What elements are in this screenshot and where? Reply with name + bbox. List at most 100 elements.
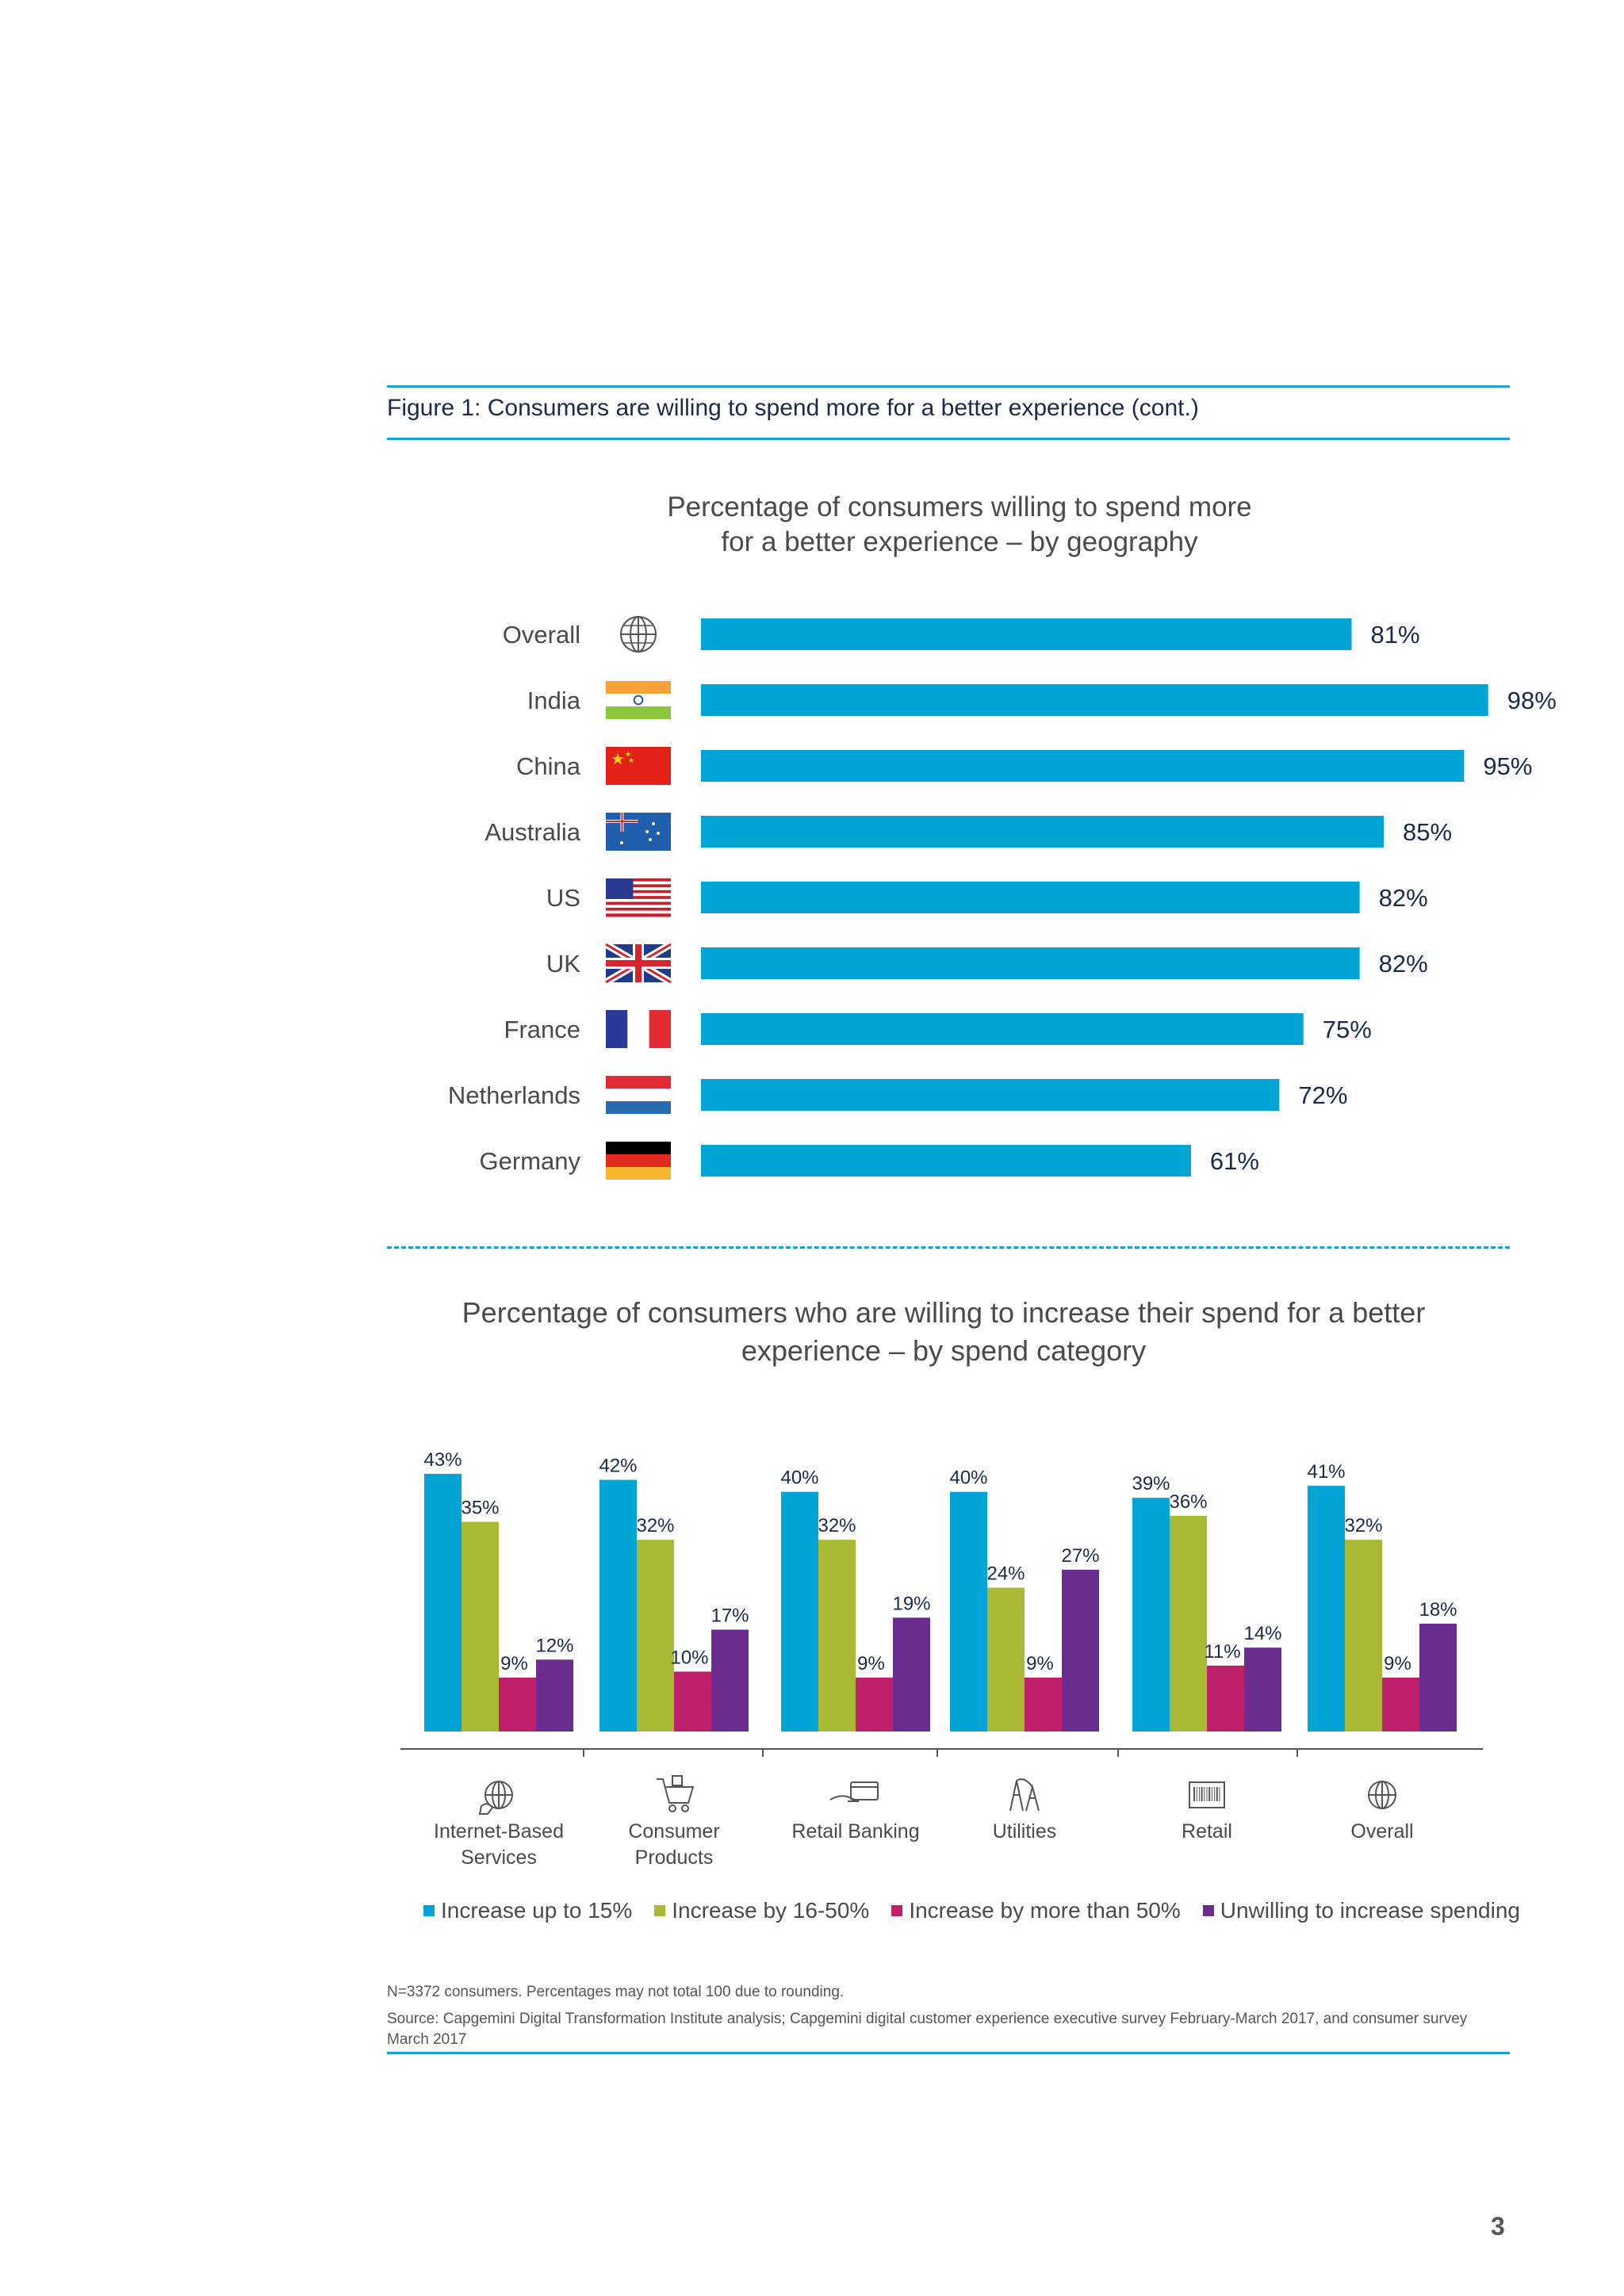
india-flag-icon [606, 681, 671, 719]
category-value-label: 11% [1204, 1641, 1240, 1663]
geo-category-label: France [504, 1016, 580, 1043]
legend-swatch [891, 1905, 903, 1916]
legend-label: Increase by more than 50% [909, 1898, 1181, 1923]
geo-value-label: 95% [1483, 752, 1532, 780]
uk-flag-icon [603, 941, 673, 985]
globe-icon [620, 616, 657, 652]
legend: Increase up to 15% Increase by 16-50% In… [423, 1898, 1520, 1923]
globe-icon [1368, 1781, 1396, 1809]
geo-category-label: Germany [480, 1147, 581, 1175]
category-value-label: 42% [599, 1456, 637, 1477]
category-bar [856, 1677, 893, 1732]
category-value-label: 40% [780, 1468, 818, 1489]
category-bar [1308, 1486, 1345, 1732]
legend-item-more-than-50: Increase by more than 50% [891, 1898, 1181, 1923]
category-bar [637, 1540, 674, 1732]
category-label: Retail [1182, 1820, 1232, 1843]
geo-category-label: India [527, 687, 581, 714]
germany-flag-icon [606, 1142, 671, 1180]
legend-item-up-to-15: Increase up to 15% [423, 1898, 632, 1923]
section-divider [387, 1246, 1510, 1249]
china-flag-icon: ★ ★★ [606, 747, 671, 785]
card-hand-icon [829, 1781, 879, 1802]
category-label: Consumer [628, 1820, 719, 1843]
geo-value-label: 98% [1507, 687, 1557, 714]
title-underline-rule [387, 438, 1510, 440]
category-value-label: 9% [1026, 1653, 1054, 1674]
geo-chart-title-line2: for a better experience – by geography [721, 526, 1198, 557]
category-bar [1170, 1515, 1207, 1732]
category-label: Overall [1350, 1820, 1413, 1843]
category-value-label: 40% [949, 1468, 987, 1489]
geo-value-label: 72% [1298, 1081, 1347, 1109]
source-note: Source: Capgemini Digital Transformation… [387, 2011, 1468, 2048]
category-bar [1132, 1498, 1170, 1732]
category-bar [987, 1587, 1025, 1732]
category-value-label: 9% [500, 1653, 528, 1674]
category-value-label: 32% [818, 1515, 856, 1536]
legend-label: Increase by 16-50% [672, 1898, 870, 1923]
geo-category-label: China [516, 752, 581, 780]
category-chart-title-line2: experience – by spend category [741, 1334, 1147, 1367]
category-value-label: 24% [986, 1563, 1025, 1585]
us-flag-icon [606, 878, 671, 917]
category-value-label: 27% [1061, 1545, 1099, 1567]
category-value-label: 41% [1307, 1461, 1345, 1483]
legend-item-16-50: Increase by 16-50% [654, 1898, 869, 1923]
category-bar [424, 1474, 462, 1732]
geo-bar [701, 618, 1352, 650]
category-value-label: 19% [892, 1593, 930, 1614]
svg-text:★: ★ [628, 756, 634, 764]
svg-text:★: ★ [611, 751, 625, 768]
category-bar [1419, 1623, 1457, 1732]
geo-bar [701, 882, 1360, 913]
geo-chart-title: Percentage of consumers willing to spend… [555, 490, 1364, 560]
category-bar [950, 1491, 987, 1732]
category-bar [1382, 1677, 1419, 1732]
legend-item-unwilling: Unwilling to increase spending [1202, 1898, 1520, 1923]
category-bar [1062, 1569, 1099, 1732]
category-value-label: 43% [423, 1449, 462, 1471]
geo-category-label: Netherlands [448, 1081, 580, 1109]
category-value-label: 18% [1419, 1599, 1457, 1621]
bottom-rule [387, 2052, 1510, 2054]
category-bar [1025, 1677, 1062, 1732]
geo-category-label: Overall [503, 621, 580, 649]
geo-chart-title-line1: Percentage of consumers willing to spend… [667, 492, 1252, 522]
geo-value-label: 81% [1371, 621, 1420, 649]
category-bar [536, 1659, 573, 1732]
category-label-line2: Products [635, 1846, 714, 1869]
geo-category-label: US [546, 884, 580, 912]
category-bar [1345, 1540, 1382, 1732]
geo-bar [701, 947, 1360, 979]
category-bar [462, 1521, 499, 1732]
category-chart-title: Percentage of consumers who are willing … [412, 1294, 1475, 1370]
category-bar [499, 1677, 536, 1732]
category-bar [893, 1617, 930, 1732]
legend-swatch [1202, 1905, 1214, 1916]
category-value-label: 9% [857, 1653, 885, 1674]
category-label: Utilities [993, 1820, 1057, 1843]
geo-category-label: UK [546, 950, 580, 978]
barcode-icon [1189, 1781, 1225, 1808]
legend-swatch [423, 1905, 435, 1916]
geo-bar [701, 684, 1488, 716]
geo-bar [701, 1013, 1304, 1045]
category-label: Internet-Based [434, 1820, 564, 1843]
geo-bar [701, 816, 1385, 848]
geo-value-label: 75% [1323, 1016, 1372, 1043]
category-bar [781, 1491, 818, 1732]
geo-bar-chart: Overall 81% India 98% China ★ ★★ 95% Australia 85… [448, 616, 1557, 1180]
geo-value-label: 61% [1210, 1147, 1259, 1175]
category-value-label: 36% [1169, 1491, 1207, 1513]
netherlands-flag-icon [606, 1076, 671, 1114]
top-rule [387, 385, 1510, 388]
category-bar-chart: 43% 35% 9% 12% Internet-Based Services 42% 32% 1… [400, 1449, 1483, 1869]
category-value-label: 10% [670, 1647, 708, 1668]
figure-title: Figure 1: Consumers are willing to spend… [387, 395, 1199, 421]
australia-flag-icon [606, 813, 671, 851]
category-label: Retail Banking [791, 1820, 919, 1843]
category-bar [674, 1671, 711, 1732]
geo-bar [701, 1145, 1191, 1177]
geo-value-label: 85% [1403, 818, 1452, 846]
